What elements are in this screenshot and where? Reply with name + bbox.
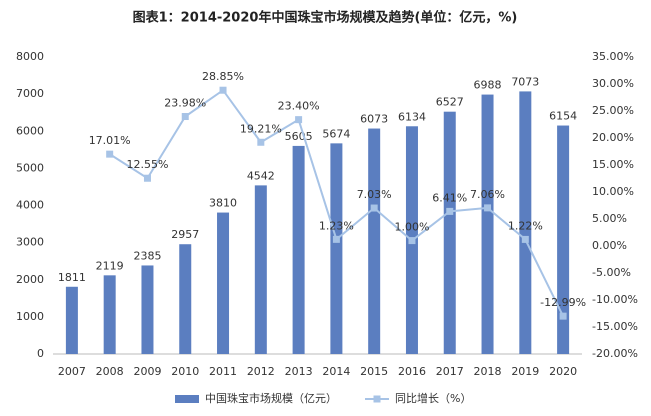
line-value-label: 1.00%: [394, 221, 429, 234]
x-tick-label: 2010: [171, 365, 199, 378]
line-value-label: 7.06%: [470, 188, 505, 201]
bar: [443, 111, 456, 355]
line-marker: [408, 237, 416, 245]
x-tick-label: 2017: [436, 365, 464, 378]
bar: [254, 185, 267, 354]
bar-value-label: 6073: [360, 113, 388, 126]
y2-tick-label: 30.00%: [592, 77, 634, 90]
bar: [141, 265, 154, 354]
line-value-label: 1.23%: [319, 219, 354, 232]
bar: [557, 125, 570, 355]
x-tick-label: 2018: [474, 365, 502, 378]
bar-value-label: 3810: [209, 197, 237, 210]
bar: [519, 91, 532, 355]
x-tick-label: 2015: [360, 365, 388, 378]
line-marker: [370, 204, 378, 212]
bar-value-label: 2119: [96, 259, 124, 272]
legend-swatch: [373, 395, 381, 403]
line-value-label: 1.22%: [508, 219, 543, 232]
y2-tick-label: 20.00%: [592, 131, 634, 144]
line-marker: [257, 138, 265, 146]
y2-tick-label: -15.00%: [592, 320, 638, 333]
line-value-label: 6.41%: [432, 191, 467, 204]
bar: [179, 244, 192, 354]
x-tick-label: 2019: [511, 365, 539, 378]
bar-value-label: 1811: [58, 271, 86, 284]
y-tick-label: 7000: [16, 87, 44, 100]
bar: [292, 145, 305, 354]
bar: [330, 143, 343, 354]
line-value-label: 17.01%: [89, 134, 131, 147]
bar-value-label: 2385: [133, 249, 161, 262]
x-tick-label: 2008: [96, 365, 124, 378]
bar: [217, 212, 230, 354]
bar-value-label: 6154: [549, 110, 577, 123]
y-tick-label: 3000: [16, 236, 44, 249]
y-tick-label: 8000: [16, 50, 44, 63]
x-tick-label: 2011: [209, 365, 237, 378]
bar-value-label: 6988: [474, 79, 502, 92]
line-marker: [484, 204, 492, 212]
bar-value-label: 2957: [171, 228, 199, 241]
line-marker: [143, 174, 151, 182]
y-tick-label: 2000: [16, 273, 44, 286]
x-tick-label: 2013: [285, 365, 313, 378]
legend-swatch: [175, 395, 199, 403]
bar: [65, 286, 78, 354]
x-tick-label: 2016: [398, 365, 426, 378]
bar-value-label: 6527: [436, 96, 464, 109]
line-marker: [521, 235, 529, 243]
legend-label: 中国珠宝市场规模（亿元）: [205, 391, 337, 405]
line-marker: [446, 207, 454, 215]
x-tick-label: 2012: [247, 365, 275, 378]
bar: [481, 94, 494, 355]
y2-tick-label: -10.00%: [592, 293, 638, 306]
x-tick-label: 2014: [322, 365, 350, 378]
bar: [368, 128, 381, 354]
line-value-label: 12.55%: [126, 158, 168, 171]
y-tick-label: 4000: [16, 199, 44, 212]
line-marker: [295, 116, 303, 124]
line-value-label: 23.40%: [278, 100, 320, 113]
y2-tick-label: -20.00%: [592, 347, 638, 360]
y2-tick-label: 15.00%: [592, 158, 634, 171]
y2-tick-label: 10.00%: [592, 185, 634, 198]
y-tick-label: 0: [37, 347, 44, 360]
line-marker: [219, 86, 227, 94]
x-tick-label: 2020: [549, 365, 577, 378]
y2-tick-label: 35.00%: [592, 50, 634, 63]
line-value-label: 23.98%: [164, 97, 206, 110]
bar: [103, 275, 116, 354]
bar-value-label: 5674: [322, 127, 350, 140]
bar-value-label: 5605: [285, 130, 313, 143]
bar-value-label: 7073: [511, 75, 539, 88]
y2-tick-label: -5.00%: [592, 266, 631, 279]
y-tick-label: 5000: [16, 161, 44, 174]
bar-value-label: 6134: [398, 110, 426, 123]
line-marker: [332, 235, 340, 243]
line-value-label: -12.99%: [540, 296, 586, 309]
y-tick-label: 1000: [16, 310, 44, 323]
line-marker: [559, 312, 567, 320]
line-marker: [181, 113, 189, 121]
y2-tick-label: 25.00%: [592, 104, 634, 117]
chart-title: 图表1：2014-2020年中国珠宝市场规模及趋势(单位：亿元，%): [133, 10, 518, 26]
y2-tick-label: 5.00%: [592, 212, 627, 225]
x-tick-label: 2007: [58, 365, 86, 378]
line-value-label: 28.85%: [202, 70, 244, 83]
legend-label: 同比增长（%）: [395, 391, 471, 405]
line-marker: [106, 150, 114, 158]
bar-value-label: 4542: [247, 169, 275, 182]
y2-tick-label: 0.00%: [592, 239, 627, 252]
line-value-label: 7.03%: [357, 188, 392, 201]
line-value-label: 19.21%: [240, 122, 282, 135]
x-tick-label: 2009: [133, 365, 161, 378]
y-tick-label: 6000: [16, 124, 44, 137]
